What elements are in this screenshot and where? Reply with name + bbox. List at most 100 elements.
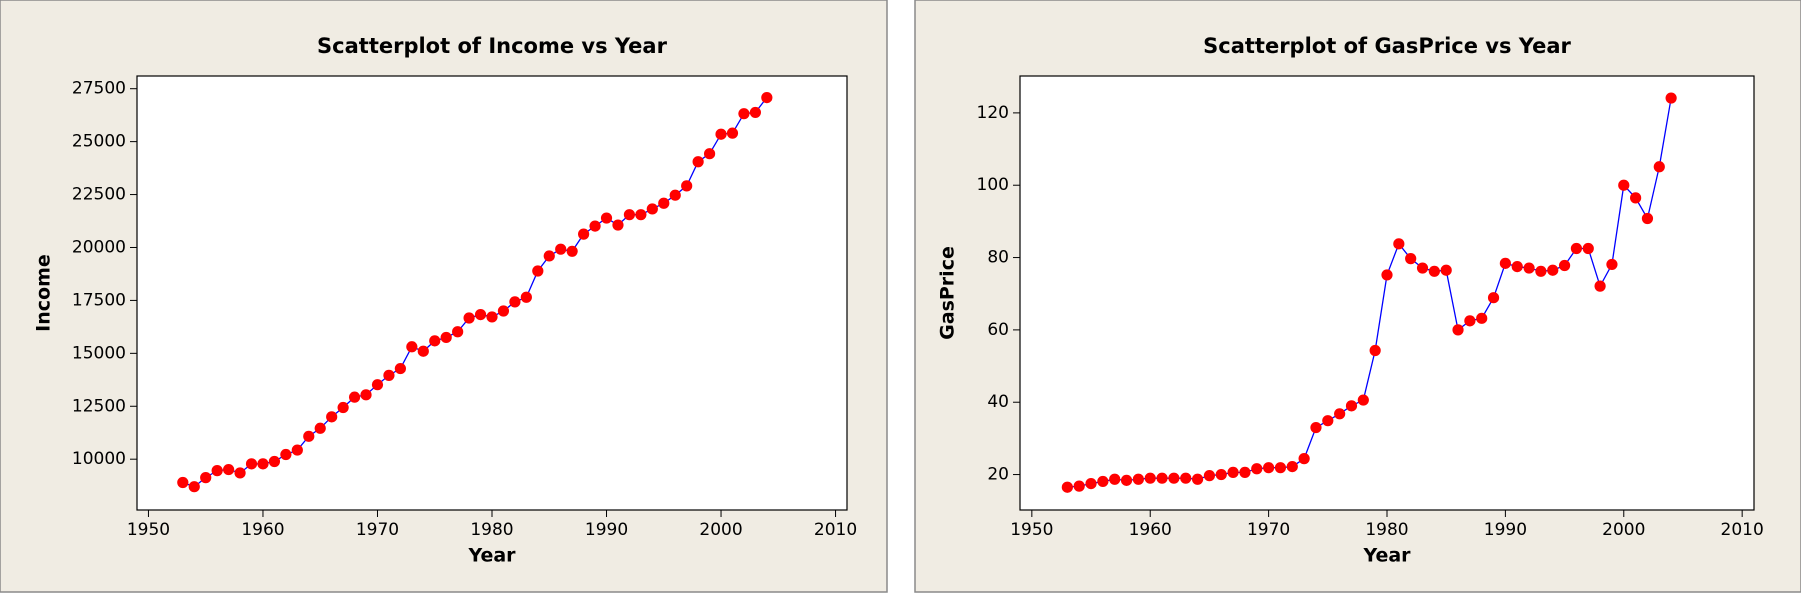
point bbox=[703, 148, 716, 160]
point bbox=[1168, 472, 1180, 484]
point bbox=[1334, 408, 1346, 420]
point bbox=[1558, 259, 1571, 272]
point bbox=[1665, 92, 1677, 104]
point bbox=[383, 369, 395, 381]
point bbox=[394, 362, 406, 375]
point bbox=[268, 455, 281, 468]
point bbox=[1393, 238, 1405, 250]
y-tick-label: 40 bbox=[987, 392, 1009, 412]
point bbox=[257, 458, 269, 470]
point bbox=[1144, 472, 1156, 484]
point bbox=[738, 108, 750, 120]
point bbox=[474, 308, 487, 321]
point bbox=[761, 91, 773, 104]
point bbox=[326, 411, 338, 423]
point bbox=[1630, 192, 1642, 204]
point bbox=[1061, 481, 1073, 493]
point bbox=[1618, 179, 1630, 191]
point bbox=[726, 127, 739, 139]
point bbox=[1180, 472, 1192, 484]
point bbox=[1310, 421, 1322, 434]
point bbox=[509, 296, 521, 308]
point bbox=[452, 326, 464, 338]
y-tick-label: 22500 bbox=[72, 185, 126, 205]
point bbox=[1073, 480, 1085, 492]
x-tick-label: 1990 bbox=[1484, 520, 1527, 540]
point bbox=[1416, 262, 1429, 274]
connect-line bbox=[1067, 97, 1672, 488]
point bbox=[1132, 473, 1144, 485]
point bbox=[555, 243, 567, 255]
point bbox=[1322, 415, 1334, 427]
point bbox=[1606, 258, 1618, 271]
point bbox=[440, 331, 452, 344]
point bbox=[303, 430, 315, 442]
point bbox=[360, 389, 372, 401]
point bbox=[749, 106, 761, 119]
point bbox=[1203, 470, 1216, 482]
point bbox=[658, 197, 670, 209]
point bbox=[566, 245, 578, 257]
point bbox=[337, 401, 349, 414]
point bbox=[1405, 253, 1417, 265]
y-axis-label: GasPrice bbox=[937, 246, 959, 340]
plot-area bbox=[136, 75, 848, 511]
x-tick-label: 1980 bbox=[1365, 520, 1408, 540]
point bbox=[314, 422, 326, 434]
point bbox=[1535, 265, 1547, 277]
point bbox=[1215, 468, 1227, 481]
x-tick-label: 2000 bbox=[1602, 520, 1645, 540]
point bbox=[486, 311, 498, 323]
point bbox=[1381, 269, 1393, 281]
chart-title: Scatterplot of GasPrice vs Year bbox=[1203, 34, 1571, 58]
y-axis-label: Income bbox=[33, 254, 55, 332]
x-tick-label: 1970 bbox=[1247, 520, 1290, 540]
y-tick-label: 120 bbox=[977, 103, 1009, 123]
x-tick-label: 1990 bbox=[585, 520, 628, 540]
point bbox=[1594, 280, 1606, 292]
point bbox=[1227, 466, 1239, 478]
connect-line bbox=[182, 97, 768, 488]
x-tick-label: 1950 bbox=[1010, 520, 1053, 540]
y-tick-label: 27500 bbox=[72, 79, 126, 99]
x-tick-label: 2010 bbox=[814, 520, 857, 540]
point bbox=[417, 345, 429, 357]
point bbox=[1156, 472, 1168, 484]
point bbox=[1085, 477, 1097, 490]
point bbox=[612, 219, 624, 231]
point bbox=[635, 209, 647, 221]
point bbox=[223, 463, 235, 476]
x-tick-label: 1980 bbox=[470, 520, 513, 540]
point bbox=[245, 458, 258, 470]
point bbox=[1251, 463, 1263, 475]
point bbox=[1570, 242, 1583, 255]
point bbox=[188, 481, 200, 493]
point bbox=[1641, 212, 1654, 225]
point bbox=[1109, 473, 1121, 485]
point bbox=[669, 189, 681, 201]
point bbox=[463, 312, 475, 324]
x-axis-label: Year bbox=[1362, 545, 1411, 567]
point bbox=[600, 212, 613, 224]
point bbox=[532, 265, 544, 277]
y-tick-label: 25000 bbox=[72, 132, 126, 152]
point bbox=[406, 341, 418, 353]
point bbox=[200, 472, 212, 484]
x-tick-label: 1960 bbox=[1129, 520, 1172, 540]
point bbox=[1464, 315, 1476, 327]
point bbox=[1582, 242, 1594, 255]
point bbox=[1511, 260, 1523, 273]
y-tick-label: 12500 bbox=[72, 396, 126, 416]
point bbox=[234, 467, 246, 479]
y-tick-label: 15000 bbox=[72, 343, 126, 363]
point bbox=[715, 128, 727, 140]
point bbox=[177, 476, 189, 489]
point bbox=[371, 379, 384, 391]
point bbox=[1120, 474, 1133, 486]
y-tick-label: 80 bbox=[987, 248, 1009, 268]
x-tick-label: 2000 bbox=[699, 520, 742, 540]
point bbox=[211, 465, 223, 477]
y-tick-label: 100 bbox=[977, 175, 1009, 195]
point bbox=[623, 209, 636, 221]
